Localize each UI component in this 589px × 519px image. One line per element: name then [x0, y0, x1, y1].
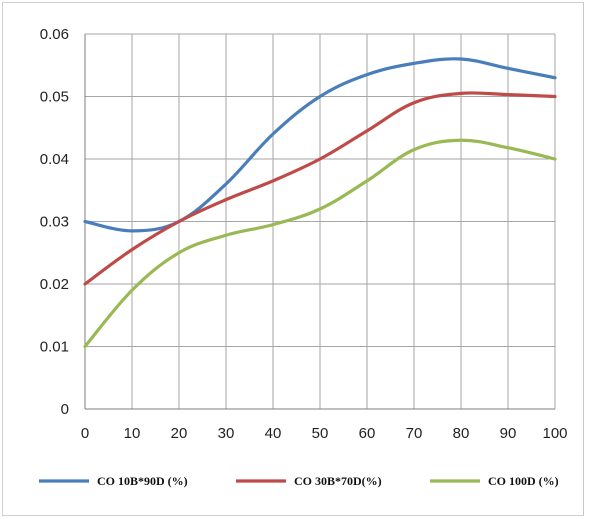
series-line-3	[83, 138, 557, 349]
x-tick-label: 30	[218, 425, 235, 442]
y-tick-label: 0.01	[40, 339, 69, 356]
legend-label-2: CO 30B*70D(%)	[294, 474, 382, 488]
gridlines	[85, 33, 556, 409]
x-tick-label: 60	[359, 425, 376, 442]
x-tick-label: 90	[500, 425, 517, 442]
x-tick-label: 20	[171, 425, 188, 442]
y-tick-label: 0.05	[40, 89, 69, 106]
x-tick-label: 40	[265, 425, 282, 442]
x-tick-label: 0	[81, 425, 89, 442]
chart-frame: 0 0.01 0.02 0.03 0.04 0.05 0.06 0 10 20 30 40 50 60 7…	[2, 2, 584, 516]
x-tick-labels: 0 10 20 30 40 50 60 70 80 90 100	[81, 425, 568, 442]
x-tick-label: 100	[542, 425, 567, 442]
y-tick-labels: 0 0.01 0.02 0.03 0.04 0.05 0.06	[40, 26, 69, 418]
x-tick-label: 80	[453, 425, 470, 442]
line-chart: 0 0.01 0.02 0.03 0.04 0.05 0.06 0 10 20 30 40 50 60 7…	[39, 26, 568, 488]
x-tick-label: 10	[124, 425, 141, 442]
y-tick-label: 0	[61, 401, 69, 418]
legend: CO 10B*90D (%) CO 30B*70D(%) CO 100D (%)	[39, 474, 559, 488]
y-tick-label: 0.03	[40, 214, 69, 231]
series-line-2	[83, 91, 557, 286]
legend-label-3: CO 100D (%)	[488, 474, 559, 488]
y-tick-label: 0.02	[40, 276, 69, 293]
y-tick-label: 0.04	[40, 151, 69, 168]
x-tick-label: 50	[312, 425, 329, 442]
x-tick-label: 70	[406, 425, 423, 442]
legend-label-1: CO 10B*90D (%)	[97, 474, 188, 488]
series-line-1	[83, 57, 557, 233]
series-lines	[83, 57, 557, 349]
y-tick-label: 0.06	[40, 26, 69, 43]
